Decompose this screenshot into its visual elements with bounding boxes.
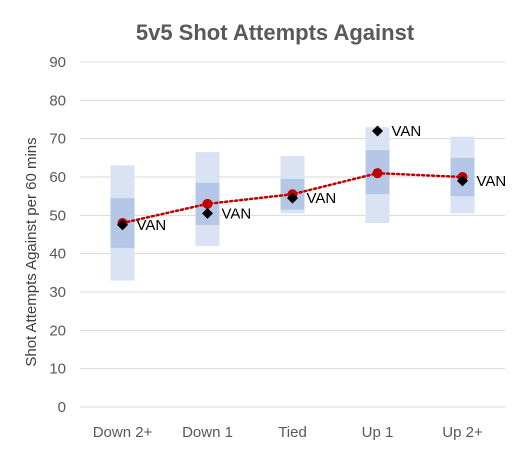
average-point [202,198,213,209]
data-label: VAN [392,123,422,140]
average-point [372,168,383,179]
y-tick-label: 10 [49,361,66,378]
team-point [287,192,298,204]
team-point [202,207,213,219]
y-tick-label: 80 [49,92,66,109]
x-tick-label: Tied [278,424,307,441]
y-tick-label: 50 [49,207,66,224]
y-tick-label: 0 [58,399,66,416]
data-label: VAN [477,173,507,190]
team-point [457,175,468,187]
y-tick-label: 40 [49,246,66,263]
chart-title: 5v5 Shot Attempts Against [136,20,415,45]
series-points: VAN VAN VAN VAN VAN [117,123,506,234]
team-point [117,219,128,231]
x-axis-ticks: Down 2+ Down 1 Tied Up 1 Up 2+ [93,424,483,441]
x-tick-label: Up 1 [362,424,394,441]
y-axis-ticks: 0 10 20 30 40 50 60 70 80 90 [49,54,66,416]
data-label: VAN [307,190,337,207]
y-tick-label: 60 [49,169,66,186]
y-tick-label: 70 [49,131,66,148]
y-tick-label: 30 [49,284,66,301]
y-axis-label: Shot Attempts Against per 60 mins [23,137,40,366]
x-tick-label: Down 2+ [93,424,153,441]
data-label: VAN [222,205,252,222]
data-label: VAN [137,217,167,234]
range-bands [110,127,475,281]
x-tick-label: Down 1 [182,424,233,441]
y-tick-label: 20 [49,322,66,339]
gridlines [80,61,505,408]
x-tick-label: Up 2+ [442,424,483,441]
team-point [372,125,383,137]
y-tick-label: 90 [49,54,66,71]
